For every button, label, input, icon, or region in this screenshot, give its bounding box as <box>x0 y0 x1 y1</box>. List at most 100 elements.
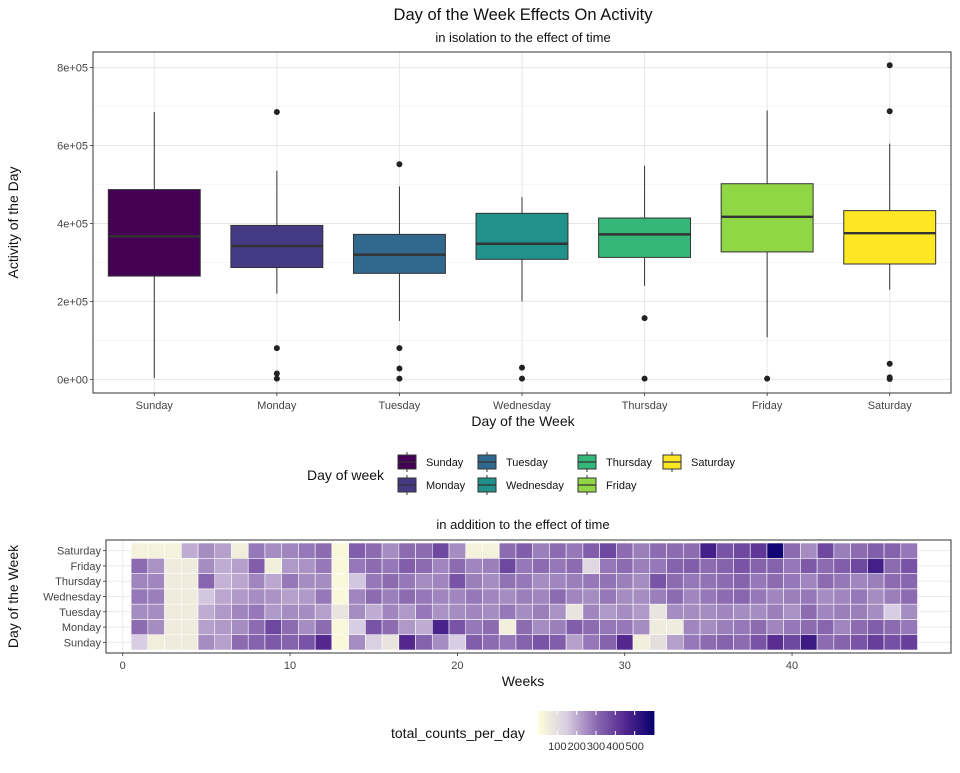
heatmap-cell <box>833 573 851 590</box>
heatmap-cell <box>632 542 651 559</box>
colorbar-segment <box>620 711 623 735</box>
heatmap-cell <box>649 619 667 636</box>
heatmap-cell <box>415 557 433 574</box>
colorbar-segment <box>612 711 615 735</box>
outlier-point <box>273 375 280 382</box>
heatmap-cell <box>682 542 701 559</box>
heatmap-cell <box>281 557 299 574</box>
chart-title: Day of the Week Effects On Activity <box>394 6 654 24</box>
heatmap-cell <box>398 557 416 574</box>
heatmap-cell <box>549 542 567 559</box>
colorbar-segment <box>626 711 629 735</box>
heatmap-cell <box>247 634 266 651</box>
heatmap-cell <box>783 588 801 605</box>
heatmap-cell <box>331 588 349 605</box>
heatmap-y-tick-label: Thursday <box>55 576 101 588</box>
heatmap-cell <box>482 634 500 651</box>
heatmap-cell <box>582 619 600 636</box>
heatmap-cell <box>867 588 885 605</box>
heatmap-cell <box>465 573 483 590</box>
colorbar-segment <box>580 711 583 735</box>
heatmap-cell <box>883 634 902 651</box>
heatmap-cell <box>766 542 784 559</box>
heatmap-cell <box>147 619 165 636</box>
colorbar-segment <box>570 711 573 735</box>
heatmap-cell <box>482 619 500 636</box>
heatmap-cell <box>264 573 282 590</box>
heatmap-cell <box>130 542 149 559</box>
heatmap-cell <box>281 573 299 590</box>
heatmap-y-tick-label: Sunday <box>64 637 102 649</box>
colorbar-segment <box>560 711 563 735</box>
heatmap-title: in addition to the effect of time <box>436 517 609 532</box>
heatmap-cell <box>850 588 868 605</box>
heatmap-cell <box>883 619 902 636</box>
heatmap-cell <box>549 588 567 605</box>
heatmap-cell <box>900 573 918 590</box>
heatmap-cell <box>415 603 433 620</box>
heatmap-cell <box>532 634 550 651</box>
heatmap-cell <box>716 573 734 590</box>
heatmap-cell <box>264 557 282 574</box>
heatmap-cell <box>180 603 199 620</box>
heatmap-cell <box>766 573 784 590</box>
heatmap-cell <box>733 557 751 574</box>
colorbar-tick-label: 300 <box>587 741 605 753</box>
legend-label: Sunday <box>426 457 464 469</box>
heatmap-cell <box>314 588 333 605</box>
heatmap-cell <box>365 557 383 574</box>
heatmap-cell <box>666 603 684 620</box>
heatmap-cell <box>130 634 149 651</box>
heatmap-cell <box>749 542 768 559</box>
heatmap-cell <box>565 542 584 559</box>
heatmap-cell <box>833 603 851 620</box>
heatmap-cell <box>448 557 467 574</box>
heatmap-cell <box>565 588 584 605</box>
heatmap-cell <box>783 557 801 574</box>
heatmap-cell <box>599 634 617 651</box>
heatmap-cell <box>448 619 467 636</box>
heatmap-cell <box>833 542 851 559</box>
heatmap-cell <box>867 542 885 559</box>
heatmap-cell <box>599 573 617 590</box>
heatmap-cell <box>766 603 784 620</box>
x-tick-label: Thursday <box>622 400 668 412</box>
x-tick-label: Tuesday <box>379 400 421 412</box>
heatmap-cell <box>515 634 533 651</box>
heatmap-cell <box>482 588 500 605</box>
outlier-point <box>396 375 403 382</box>
heatmap-cell <box>231 634 249 651</box>
heatmap-cell <box>482 542 500 559</box>
legend-label: Thursday <box>606 457 652 469</box>
heatmap-cell <box>147 634 165 651</box>
heatmap-cell <box>197 588 216 605</box>
heatmap-cell <box>365 588 383 605</box>
x-tick-label: Friday <box>752 400 783 412</box>
heatmap-cell <box>766 588 784 605</box>
heatmap-cell <box>448 588 467 605</box>
heatmap-cell <box>231 557 249 574</box>
heatmap-cell <box>398 588 416 605</box>
heatmap-cell <box>130 557 149 574</box>
colorbar-segment <box>644 711 647 735</box>
heatmap-cell <box>816 603 835 620</box>
heatmap-cell <box>733 542 751 559</box>
heatmap-chart: in addition to the effect of time Sunday M… <box>5 517 952 689</box>
y-tick-label: 0e+00 <box>57 374 88 386</box>
heatmap-cell <box>348 634 366 651</box>
heatmap-cell <box>716 588 734 605</box>
colorbar-segment <box>648 711 651 735</box>
colorbar-segment <box>550 711 553 735</box>
heatmap-cell <box>498 542 517 559</box>
heatmap-cell <box>649 603 667 620</box>
heatmap-cell <box>649 573 667 590</box>
heatmap-cell <box>281 603 299 620</box>
heatmap-cell <box>381 573 400 590</box>
panel-border <box>92 51 952 394</box>
heatmap-cell <box>716 619 734 636</box>
colorbar-segment <box>578 711 581 735</box>
heatmap-cell <box>649 557 667 574</box>
heatmap-cell <box>164 619 182 636</box>
colorbar-segment <box>542 711 545 735</box>
heatmap-cell <box>381 634 400 651</box>
